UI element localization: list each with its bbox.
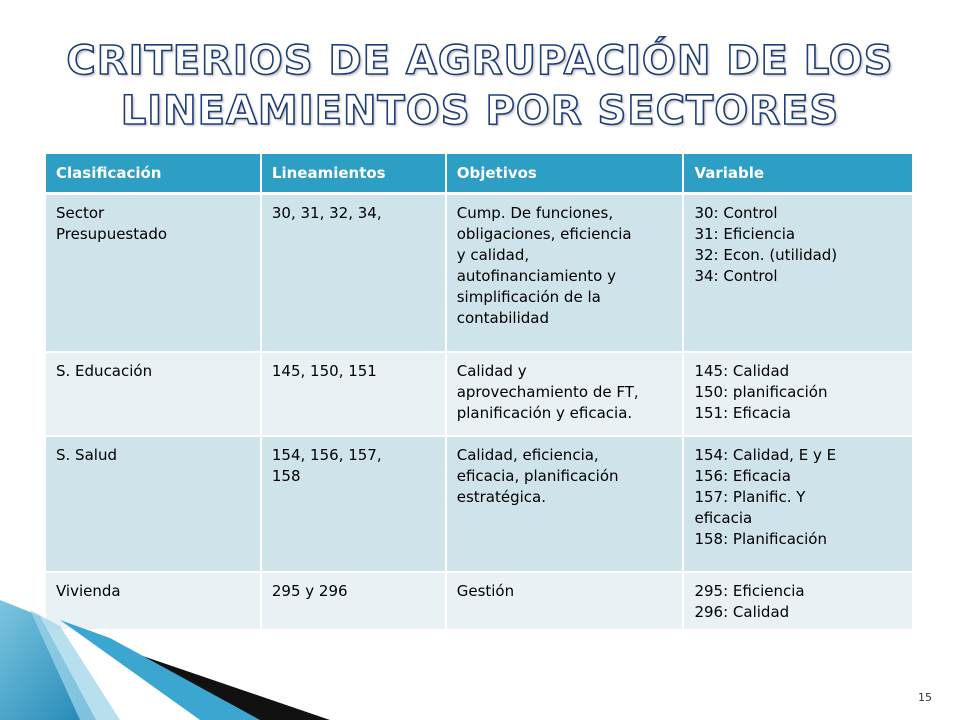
cell-text-line: 158 — [271, 467, 301, 485]
slide-title: Criterios de agrupación de los lineamien… — [60, 36, 900, 136]
table-row: Vivienda 295 y 296 Gestión 295: Eficienc… — [46, 573, 912, 631]
page-number: 15 — [918, 691, 932, 704]
cell-text-line: S. Salud — [56, 446, 117, 464]
cell-text-line: Presupuestado — [56, 225, 168, 243]
cell-text-line: 32: Econ. (utilidad) — [694, 246, 838, 264]
cell-variable: 154: Calidad, E y E 156: Eficacia 157: P… — [684, 437, 912, 573]
cell-text-line: y calidad, — [456, 246, 530, 264]
cell-text-line: S. Educación — [56, 362, 153, 380]
cell-text-line: 295: Eficiencia — [694, 582, 805, 600]
cell-variable: 295: Eficiencia 296: Calidad — [684, 573, 912, 631]
cell-clasificacion: S. Educación — [46, 353, 262, 437]
cell-clasificacion: Sector Presupuestado — [46, 195, 262, 353]
cell-text-line: 34: Control — [694, 267, 778, 285]
cell-text-line: Vivienda — [56, 582, 121, 600]
cell-text-line: autofinanciamiento y — [456, 267, 616, 285]
cell-lineamientos: 30, 31, 32, 34, — [261, 195, 447, 353]
cell-text-line: eficacia, planificación — [456, 467, 619, 485]
cell-text-line: 150: planificación — [694, 383, 828, 401]
criteria-table: Clasificación Lineamientos Objetivos Var… — [46, 154, 912, 631]
cell-text-line: simplificación de la — [456, 288, 601, 306]
slide-title-line-1: Criterios de agrupación de los — [66, 37, 894, 85]
table-header-row: Clasificación Lineamientos Objetivos Var… — [46, 154, 912, 195]
cell-lineamientos: 295 y 296 — [261, 573, 447, 631]
cell-text-line: Cump. De funciones, — [456, 204, 614, 222]
table-row: S. Salud 154, 156, 157, 158 Calidad, efi… — [46, 437, 912, 573]
cell-text-line: 31: Eficiencia — [694, 225, 796, 243]
cell-text-line: 156: Eficacia — [694, 467, 791, 485]
cell-text-line: aprovechamiento de FT, — [456, 383, 639, 401]
slide-title-line-2: lineamientos por sectores — [120, 87, 840, 135]
table-row: S. Educación 145, 150, 151 Calidad y apr… — [46, 353, 912, 437]
cell-text-line: 151: Eficacia — [694, 404, 791, 422]
cell-text-line: 145: Calidad — [694, 362, 790, 380]
blue-swoosh-shape — [60, 620, 260, 720]
cell-text-line: 30: Control — [694, 204, 778, 222]
header-objetivos: Objetivos — [446, 154, 685, 195]
cell-text-line: eficacia — [694, 509, 753, 527]
cell-lineamientos: 154, 156, 157, 158 — [261, 437, 447, 573]
light-blue-wedge-shape — [30, 610, 120, 720]
cell-text-line: estratégica. — [456, 488, 547, 506]
cell-objetivos: Calidad y aprovechamiento de FT, planifi… — [446, 353, 685, 437]
cell-variable: 30: Control 31: Eficiencia 32: Econ. (ut… — [684, 195, 912, 353]
black-swoosh-shape — [96, 640, 330, 720]
cell-text-line: 157: Planific. Y — [694, 488, 806, 506]
header-clasificacion: Clasificación — [46, 154, 262, 195]
cell-text-line: Sector — [56, 204, 105, 222]
header-lineamientos: Lineamientos — [261, 154, 447, 195]
cell-text-line: planificación y eficacia. — [456, 404, 633, 422]
cell-variable: 145: Calidad 150: planificación 151: Efi… — [684, 353, 912, 437]
cell-objetivos: Calidad, eficiencia, eficacia, planifica… — [446, 437, 685, 573]
cell-text-line: 145, 150, 151 — [271, 362, 377, 380]
header-variable: Variable — [684, 154, 912, 195]
cell-text-line: 30, 31, 32, 34, — [271, 204, 382, 222]
table-row: Sector Presupuestado 30, 31, 32, 34, Cum… — [46, 195, 912, 353]
cell-objetivos: Gestión — [446, 573, 685, 631]
cell-text-line: 154, 156, 157, — [271, 446, 382, 464]
corner-swoosh-decoration — [0, 600, 330, 720]
cell-text-line: Gestión — [456, 582, 515, 600]
cell-clasificacion: Vivienda — [46, 573, 262, 631]
cell-text-line: 158: Planificación — [694, 530, 827, 548]
cell-text-line: contabilidad — [456, 309, 549, 327]
cell-text-line: Calidad, eficiencia, — [456, 446, 599, 464]
cell-text-line: Calidad y — [456, 362, 527, 380]
cell-text-line: 296: Calidad — [694, 603, 790, 621]
cell-objetivos: Cump. De funciones, obligaciones, eficie… — [446, 195, 685, 353]
cell-text-line: obligaciones, eficiencia — [456, 225, 632, 243]
cell-lineamientos: 145, 150, 151 — [261, 353, 447, 437]
cell-text-line: 154: Calidad, E y E — [694, 446, 837, 464]
cell-clasificacion: S. Salud — [46, 437, 262, 573]
cell-text-line: 295 y 296 — [271, 582, 348, 600]
